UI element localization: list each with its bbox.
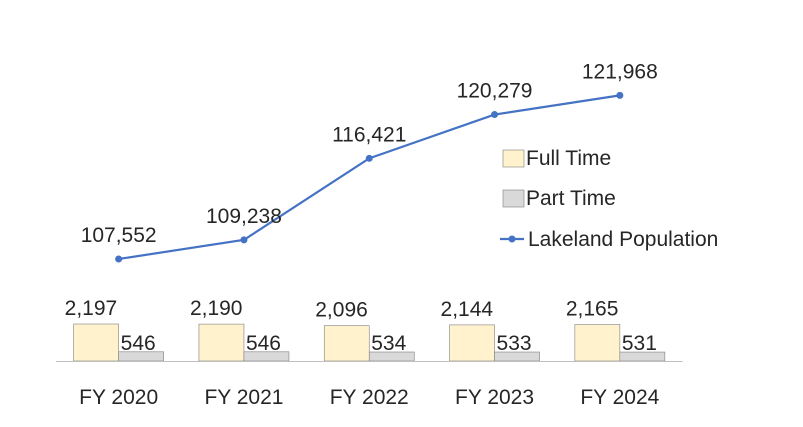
point-lakeland-population <box>491 111 499 119</box>
legend-swatch-full-time <box>502 149 525 168</box>
legend-label-full-time: Full Time <box>526 147 611 170</box>
x-tick-label: FY 2023 <box>455 386 534 409</box>
data-label-lakeland-population: 107,552 <box>81 224 157 247</box>
line-layer <box>115 91 624 263</box>
data-label-part-time: 531 <box>622 332 657 355</box>
legend: Full Time Part Time Lakeland Population <box>500 147 718 251</box>
data-label-part-time: 534 <box>371 332 406 355</box>
data-label-part-time: 546 <box>121 332 156 355</box>
data-label-lakeland-population: 120,279 <box>457 80 533 103</box>
data-label-lakeland-population: 121,968 <box>582 60 658 83</box>
point-lakeland-population <box>365 154 373 162</box>
data-label-full-time: 2,165 <box>566 298 619 321</box>
bar-full-time <box>73 323 119 362</box>
bar-full-time <box>198 323 245 362</box>
bar-full-time <box>449 324 495 362</box>
data-label-full-time: 2,144 <box>441 298 494 321</box>
data-label-full-time: 2,197 <box>65 297 118 320</box>
data-label-full-time: 2,190 <box>190 297 243 320</box>
bars-layer <box>73 323 666 362</box>
point-lakeland-population <box>240 236 248 244</box>
bar-full-time <box>574 324 621 362</box>
data-label-full-time: 2,096 <box>315 299 368 322</box>
point-lakeland-population <box>115 255 123 263</box>
x-axis: FY 2020 FY 2021 FY 2022 FY 2023 FY 2024 <box>56 361 683 409</box>
legend-swatch-part-time <box>502 189 525 208</box>
x-tick-label: FY 2021 <box>204 386 283 409</box>
legend-label-lakeland-population: Lakeland Population <box>528 228 718 251</box>
legend-marker-lakeland-population <box>508 235 516 243</box>
legend-label-part-time: Part Time <box>526 187 616 210</box>
data-label-lakeland-population: 109,238 <box>206 205 282 228</box>
data-labels-layer: 2,1975462,1905462,0965342,1445332,165531… <box>65 60 658 355</box>
point-lakeland-population <box>616 91 624 99</box>
data-label-part-time: 546 <box>246 332 281 355</box>
x-tick-label: FY 2020 <box>79 386 158 409</box>
x-tick-label: FY 2024 <box>580 386 659 409</box>
x-tick-label: FY 2022 <box>330 386 409 409</box>
data-label-part-time: 533 <box>497 332 532 355</box>
data-label-lakeland-population: 116,421 <box>332 123 406 146</box>
bar-full-time <box>323 325 370 362</box>
